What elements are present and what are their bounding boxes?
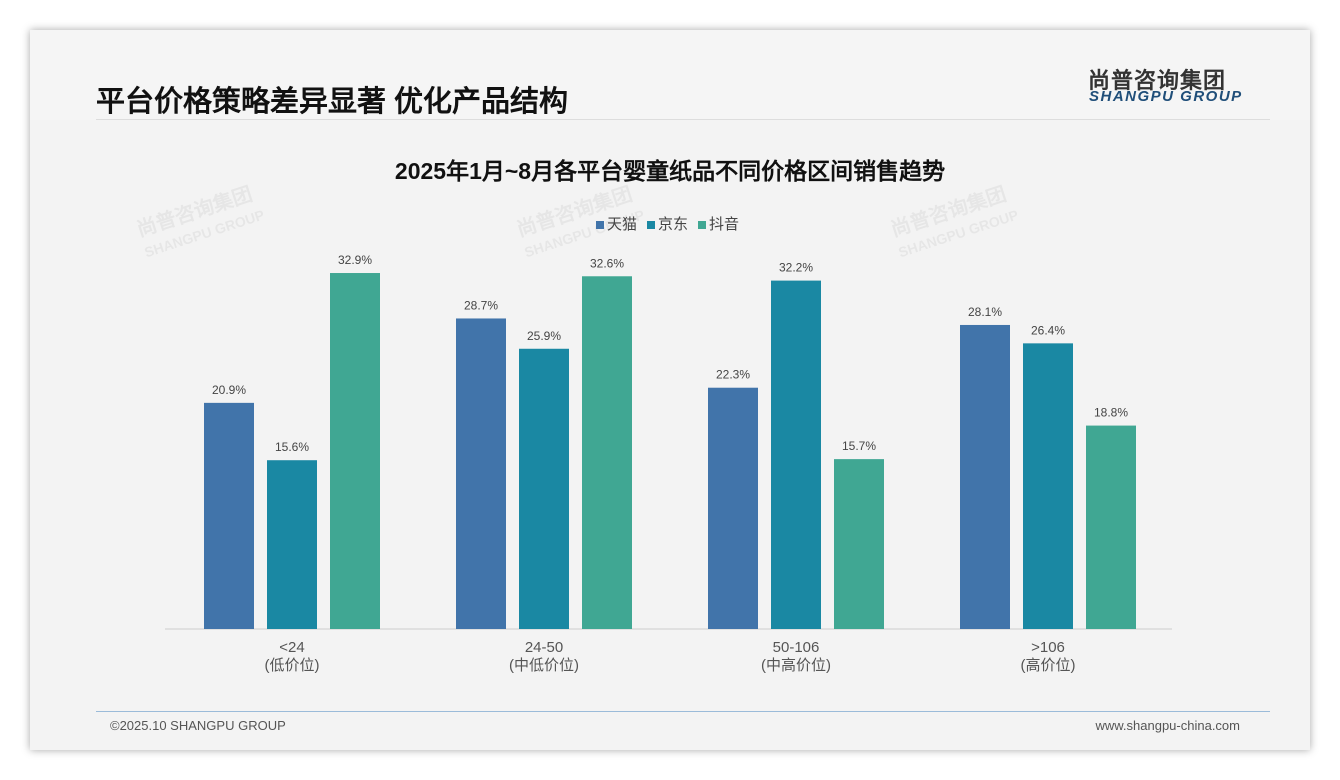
bar — [519, 348, 569, 629]
header-divider — [96, 119, 1270, 120]
data-label: 28.7% — [464, 298, 498, 312]
data-label: 25.9% — [527, 329, 561, 343]
bar — [1086, 425, 1136, 629]
legend-label: 天猫 — [607, 216, 638, 233]
legend-item: 抖音 — [698, 213, 739, 234]
footer-divider — [96, 711, 1270, 712]
legend: 天猫 京东 抖音 — [596, 213, 739, 234]
data-label: 15.7% — [842, 439, 876, 453]
bar — [960, 324, 1010, 629]
copyright: ©2025.10 SHANGPU GROUP — [110, 718, 286, 733]
x-tick-sublabel: (高价位) — [1021, 657, 1076, 674]
data-label: 32.9% — [338, 253, 372, 267]
bar-chart: 20.9% 15.6% 32.9% <24(低价位) 28.7% 25.9% 32.6% 24… — [165, 253, 1172, 674]
bar — [267, 460, 317, 629]
x-tick-label: >106 — [1031, 639, 1065, 656]
legend-item: 京东 — [647, 213, 688, 234]
x-tick-sublabel: (中低价位) — [509, 657, 579, 674]
chart-title: 2025年1月~8月各平台婴童纸品不同价格区间销售趋势 — [394, 158, 946, 184]
bar — [456, 318, 506, 629]
x-tick-sublabel: (低价位) — [265, 657, 320, 674]
bar — [708, 387, 758, 629]
legend-swatch — [596, 221, 604, 229]
x-tick-label: 50-106 — [773, 639, 820, 656]
data-label: 18.8% — [1094, 406, 1128, 420]
logo-english: SHANGPU GROUP — [1089, 88, 1243, 105]
legend-swatch — [698, 221, 707, 229]
legend-swatch — [647, 221, 656, 229]
x-tick-label: <24 — [279, 639, 304, 656]
legend-label: 京东 — [658, 216, 689, 233]
data-label: 15.6% — [275, 440, 309, 454]
data-label: 26.4% — [1031, 323, 1065, 337]
logo-chinese: 尚普咨询集团 — [1088, 68, 1227, 93]
header — [30, 30, 1310, 120]
bar — [204, 402, 254, 629]
x-tick-sublabel: (中高价位) — [761, 657, 831, 674]
slide: 平台价格策略差异显著 优化产品结构 尚普咨询集团 SHANGPU GROUP 尚… — [30, 30, 1310, 750]
data-label: 28.1% — [968, 305, 1002, 319]
bar — [1023, 343, 1073, 629]
data-label: 20.9% — [212, 383, 246, 397]
legend-label: 抖音 — [709, 216, 740, 233]
data-label: 32.2% — [779, 261, 813, 275]
bar — [582, 276, 632, 629]
data-label: 22.3% — [716, 368, 750, 382]
bar — [771, 280, 821, 629]
bar — [330, 273, 380, 629]
x-tick-label: 24-50 — [525, 639, 563, 656]
bar — [834, 459, 884, 629]
page-title: 平台价格策略差异显著 优化产品结构 — [96, 86, 569, 118]
legend-item: 天猫 — [596, 213, 637, 234]
data-label: 32.6% — [590, 256, 624, 270]
website-link[interactable]: www.shangpu-china.com — [1095, 718, 1240, 733]
